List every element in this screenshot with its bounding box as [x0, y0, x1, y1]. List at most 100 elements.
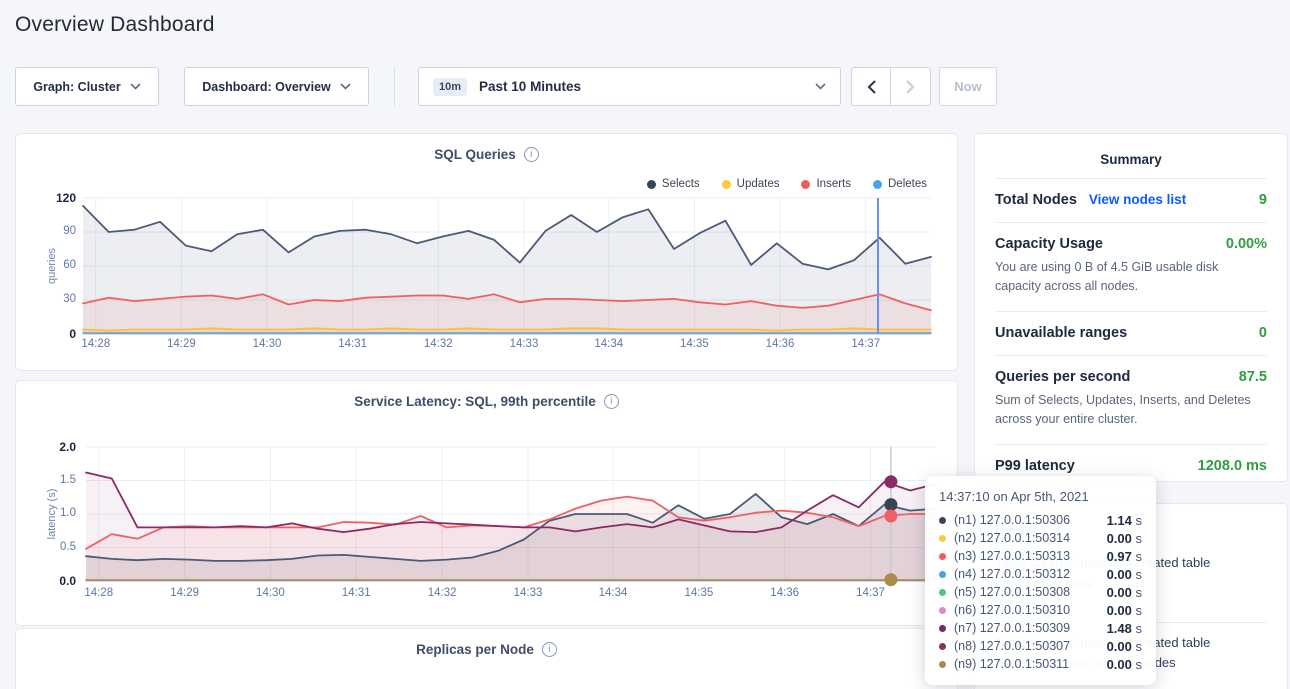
- summary-value: 1208.0 ms: [1198, 458, 1267, 474]
- x-axis-tick-label: 14:28: [74, 338, 118, 350]
- sql-queries-chart-card: SQL Queries Selects Updates Inserts Deletes…: [15, 133, 958, 371]
- x-axis-tick-label: 14:30: [245, 338, 289, 350]
- tooltip-node-unit: s: [1132, 513, 1142, 528]
- x-axis-tick-label: 14:37: [849, 587, 893, 599]
- legend-item-deletes[interactable]: Deletes: [873, 178, 927, 190]
- tooltip-node-address: (n7) 127.0.0.1:50309: [954, 621, 1107, 635]
- chevron-left-icon: [867, 80, 876, 94]
- y-axis-label: queries: [46, 248, 58, 284]
- node-color-dot-icon: [939, 643, 946, 650]
- graph-dropdown[interactable]: Graph: Cluster: [15, 67, 159, 106]
- tooltip-node-unit: s: [1132, 657, 1142, 672]
- x-axis-tick-label: 14:34: [591, 587, 635, 599]
- tooltip-node-value: 0.97 s: [1107, 549, 1142, 564]
- y-axis-tick-label: 90: [34, 225, 76, 237]
- x-axis-tick-label: 14:31: [331, 338, 375, 350]
- chart-hover-tooltip: 14:37:10 on Apr 5th, 2021 (n1) 127.0.0.1…: [925, 476, 1156, 685]
- y-axis-tick-label: 30: [34, 293, 76, 305]
- x-axis-tick-label: 14:35: [677, 587, 721, 599]
- tooltip-node-row: (n2) 127.0.0.1:503140.00 s: [939, 529, 1142, 547]
- time-next-button[interactable]: [891, 67, 931, 106]
- y-axis-tick-label: 120: [34, 191, 76, 205]
- legend-dot-icon: [722, 180, 731, 189]
- now-button[interactable]: Now: [939, 67, 997, 106]
- tooltip-node-address: (n6) 127.0.0.1:50310: [954, 603, 1107, 617]
- tooltip-node-value: 0.00 s: [1107, 585, 1142, 600]
- legend-label: Inserts: [816, 178, 851, 190]
- chart-title: SQL Queries: [434, 147, 516, 162]
- info-icon[interactable]: [604, 394, 619, 409]
- view-nodes-list-link[interactable]: View nodes list: [1089, 192, 1186, 207]
- node-color-dot-icon: [939, 625, 946, 632]
- tooltip-node-address: (n1) 127.0.0.1:50306: [954, 513, 1107, 527]
- time-prev-button[interactable]: [851, 67, 891, 106]
- chevron-down-icon: [130, 83, 141, 90]
- chevron-right-icon: [906, 80, 915, 94]
- tooltip-node-row: (n8) 127.0.0.1:503070.00 s: [939, 637, 1142, 655]
- summary-row-unavailable-ranges: Unavailable ranges 0: [995, 311, 1267, 355]
- y-axis-tick-label: 0.5: [34, 541, 76, 553]
- x-axis-tick-label: 14:29: [163, 587, 207, 599]
- node-color-dot-icon: [939, 661, 946, 668]
- chevron-down-icon: [340, 83, 351, 90]
- tooltip-node-row: (n1) 127.0.0.1:503061.14 s: [939, 511, 1142, 529]
- tooltip-node-row: (n5) 127.0.0.1:503080.00 s: [939, 583, 1142, 601]
- tooltip-node-row: (n9) 127.0.0.1:503110.00 s: [939, 655, 1142, 673]
- legend-item-updates[interactable]: Updates: [722, 178, 780, 190]
- y-axis-label: latency (s): [46, 489, 58, 540]
- info-icon[interactable]: [542, 642, 557, 657]
- dashboard-dropdown[interactable]: Dashboard: Overview: [184, 67, 369, 106]
- legend-label: Deletes: [888, 178, 927, 190]
- tooltip-node-address: (n4) 127.0.0.1:50312: [954, 567, 1107, 581]
- chart-title: Replicas per Node: [416, 642, 534, 657]
- node-color-dot-icon: [939, 571, 946, 578]
- tooltip-node-value: 0.00 s: [1107, 603, 1142, 618]
- tooltip-node-row: (n3) 127.0.0.1:503130.97 s: [939, 547, 1142, 565]
- legend-item-selects[interactable]: Selects: [647, 178, 700, 190]
- tooltip-node-unit: s: [1132, 585, 1142, 600]
- summary-description: You are using 0 B of 4.5 GiB usable disk…: [995, 258, 1265, 297]
- x-axis-tick-label: 14:35: [672, 338, 716, 350]
- chart-header: Service Latency: SQL, 99th percentile: [16, 393, 957, 411]
- tooltip-node-address: (n5) 127.0.0.1:50308: [954, 585, 1107, 599]
- legend-item-inserts[interactable]: Inserts: [801, 178, 851, 190]
- tooltip-node-row: (n4) 127.0.0.1:503120.00 s: [939, 565, 1142, 583]
- y-axis-tick-label: 1.5: [34, 474, 76, 486]
- service-latency-plot[interactable]: [86, 447, 936, 581]
- summary-label: P99 latency: [995, 458, 1075, 474]
- replicas-per-node-chart-card: Replicas per Node: [15, 628, 958, 689]
- tooltip-node-value: 0.00 s: [1107, 657, 1142, 672]
- tooltip-node-unit: s: [1132, 621, 1142, 636]
- time-range-dropdown[interactable]: 10m Past 10 Minutes: [418, 67, 841, 106]
- info-icon[interactable]: [524, 147, 539, 162]
- tooltip-node-value: 1.48 s: [1107, 621, 1142, 636]
- tooltip-node-value: 0.00 s: [1107, 639, 1142, 654]
- x-axis-tick-label: 14:31: [334, 587, 378, 599]
- sql-queries-plot[interactable]: [83, 198, 931, 334]
- service-latency-chart-card: Service Latency: SQL, 99th percentile 0.…: [15, 380, 958, 626]
- node-color-dot-icon: [939, 589, 946, 596]
- x-axis-tick-label: 14:28: [77, 587, 121, 599]
- summary-label: Unavailable ranges: [995, 325, 1127, 341]
- y-axis-tick-label: 0: [34, 327, 76, 341]
- tooltip-node-unit: s: [1132, 603, 1142, 618]
- x-axis-tick-label: 14:32: [416, 338, 460, 350]
- tooltip-node-address: (n9) 127.0.0.1:50311: [954, 657, 1107, 671]
- y-axis-tick-label: 2.0: [34, 440, 76, 454]
- x-axis-tick-label: 14:33: [502, 338, 546, 350]
- tooltip-node-address: (n2) 127.0.0.1:50314: [954, 531, 1107, 545]
- x-axis-tick-label: 14:36: [763, 587, 807, 599]
- tooltip-node-unit: s: [1132, 549, 1142, 564]
- legend-dot-icon: [801, 180, 810, 189]
- x-axis-tick-label: 14:37: [844, 338, 888, 350]
- tooltip-node-unit: s: [1132, 639, 1142, 654]
- node-color-dot-icon: [939, 607, 946, 614]
- tooltip-node-rows: (n1) 127.0.0.1:503061.14 s(n2) 127.0.0.1…: [939, 511, 1142, 673]
- graph-dropdown-label: Graph: Cluster: [33, 80, 121, 94]
- tooltip-node-address: (n8) 127.0.0.1:50307: [954, 639, 1107, 653]
- summary-description: Sum of Selects, Updates, Inserts, and De…: [995, 391, 1265, 430]
- summary-label: Capacity Usage: [995, 236, 1103, 252]
- summary-value: 9: [1259, 192, 1267, 208]
- summary-label: Total Nodes: [995, 192, 1077, 208]
- time-range-label: Past 10 Minutes: [479, 79, 803, 94]
